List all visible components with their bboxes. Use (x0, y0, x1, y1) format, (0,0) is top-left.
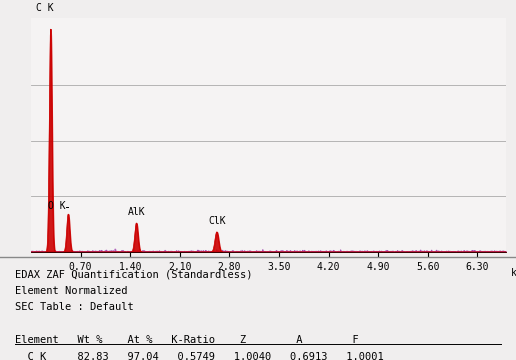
Text: AlK: AlK (127, 207, 145, 217)
Text: C K: C K (36, 3, 53, 13)
Text: Element Normalized: Element Normalized (15, 286, 128, 296)
Text: ClK: ClK (208, 216, 225, 226)
Text: EDAX ZAF Quantification (Standardless): EDAX ZAF Quantification (Standardless) (15, 269, 253, 279)
Text: C K     82.83   97.04   0.5749   1.0040   0.6913   1.0001: C K 82.83 97.04 0.5749 1.0040 0.6913 1.0… (15, 352, 384, 360)
Text: O K: O K (47, 201, 66, 211)
Text: keV: keV (510, 269, 516, 278)
Text: Element   Wt %    At %   K-Ratio    Z        A        F: Element Wt % At % K-Ratio Z A F (15, 335, 359, 345)
Text: SEC Table : Default: SEC Table : Default (15, 302, 134, 312)
